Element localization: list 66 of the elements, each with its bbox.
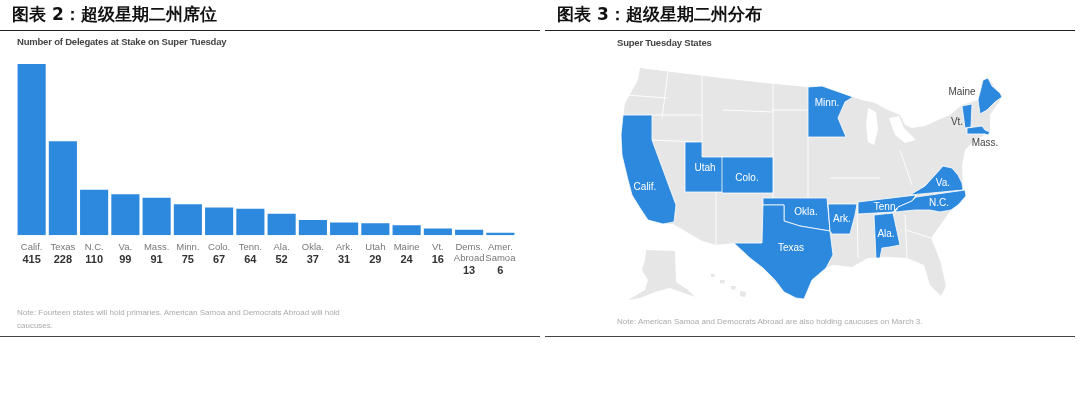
bar bbox=[330, 222, 359, 236]
bar bbox=[80, 189, 109, 236]
text: Colo. bbox=[735, 172, 759, 184]
text: N.C. bbox=[929, 197, 949, 209]
data-label: 415 bbox=[22, 252, 41, 265]
text: Vt. bbox=[950, 116, 964, 128]
text: Ala. bbox=[877, 228, 895, 240]
bar bbox=[267, 213, 296, 236]
text: 图表 3：超级星期二州分布 bbox=[557, 3, 762, 26]
bar bbox=[361, 223, 390, 236]
text: Maine bbox=[948, 86, 976, 98]
x-tick-label: Maine bbox=[393, 240, 420, 252]
bar bbox=[455, 229, 484, 236]
data-label: 29 bbox=[369, 252, 382, 265]
bar bbox=[298, 219, 327, 236]
bar bbox=[236, 208, 265, 236]
x-tick-label: Amer. Samoa bbox=[485, 240, 517, 263]
text: Mass. bbox=[971, 137, 999, 149]
x-tick-label: Mass. bbox=[143, 240, 170, 252]
x-tick-label: Tenn. bbox=[238, 240, 262, 252]
data-label: 64 bbox=[244, 252, 258, 265]
bar bbox=[205, 207, 234, 236]
bar bbox=[392, 225, 421, 236]
data-label: 91 bbox=[150, 252, 163, 265]
data-label: 13 bbox=[463, 264, 476, 277]
text: Note: American Samoa and Democrats Abroad are also holding caucuses on March 3. bbox=[617, 316, 923, 328]
data-label: 24 bbox=[400, 252, 414, 265]
chart-subtitle: Number of Delegates at Stake on Super Tuesday bbox=[17, 36, 227, 47]
x-tick-label: Calif. bbox=[20, 240, 43, 252]
bar bbox=[111, 194, 140, 236]
text: Utah bbox=[694, 162, 716, 174]
text: Minn. bbox=[814, 97, 840, 109]
x-tick-label: Vt. bbox=[432, 240, 444, 252]
x-tick-label: Utah bbox=[365, 240, 386, 252]
x-tick-label: Ala. bbox=[273, 240, 290, 252]
data-label: 31 bbox=[338, 252, 351, 265]
x-tick-label: Minn. bbox=[176, 240, 200, 252]
bar bbox=[173, 204, 202, 236]
bar bbox=[17, 64, 46, 236]
x-tick-label: Texas bbox=[50, 240, 76, 252]
bar bbox=[142, 197, 171, 236]
text: Super Tuesday States bbox=[617, 37, 712, 48]
data-label: 6 bbox=[497, 264, 504, 277]
x-tick-label: Dems. Abroad bbox=[453, 240, 485, 263]
data-label: 110 bbox=[85, 252, 103, 265]
text: Calif. bbox=[633, 181, 657, 193]
data-label: 67 bbox=[213, 252, 226, 265]
x-tick-label: Va. bbox=[118, 240, 133, 252]
text: Tenn. bbox=[873, 201, 899, 213]
x-tick-label: Okla. bbox=[301, 240, 324, 252]
bar bbox=[423, 228, 452, 236]
data-label: 228 bbox=[53, 252, 73, 265]
x-tick-label: N.C. bbox=[84, 240, 104, 252]
data-label: 52 bbox=[275, 252, 288, 265]
text: Note: Fourteen states will hold primaries. American Samoa and Democrats Abroad will hold caucuses. bbox=[17, 307, 341, 332]
text: Okla. bbox=[794, 206, 818, 218]
data-label: 37 bbox=[306, 252, 319, 265]
text: Ark. bbox=[833, 213, 851, 225]
data-label: 99 bbox=[119, 252, 132, 265]
x-tick-label: Colo. bbox=[208, 240, 231, 252]
chart-title: 图表 2：超级星期二州席位 bbox=[12, 3, 217, 26]
bar bbox=[48, 141, 77, 236]
data-label: 16 bbox=[431, 252, 444, 265]
x-tick-label: Ark. bbox=[335, 240, 353, 252]
data-label: 75 bbox=[181, 252, 194, 265]
text: Va. bbox=[935, 177, 951, 189]
